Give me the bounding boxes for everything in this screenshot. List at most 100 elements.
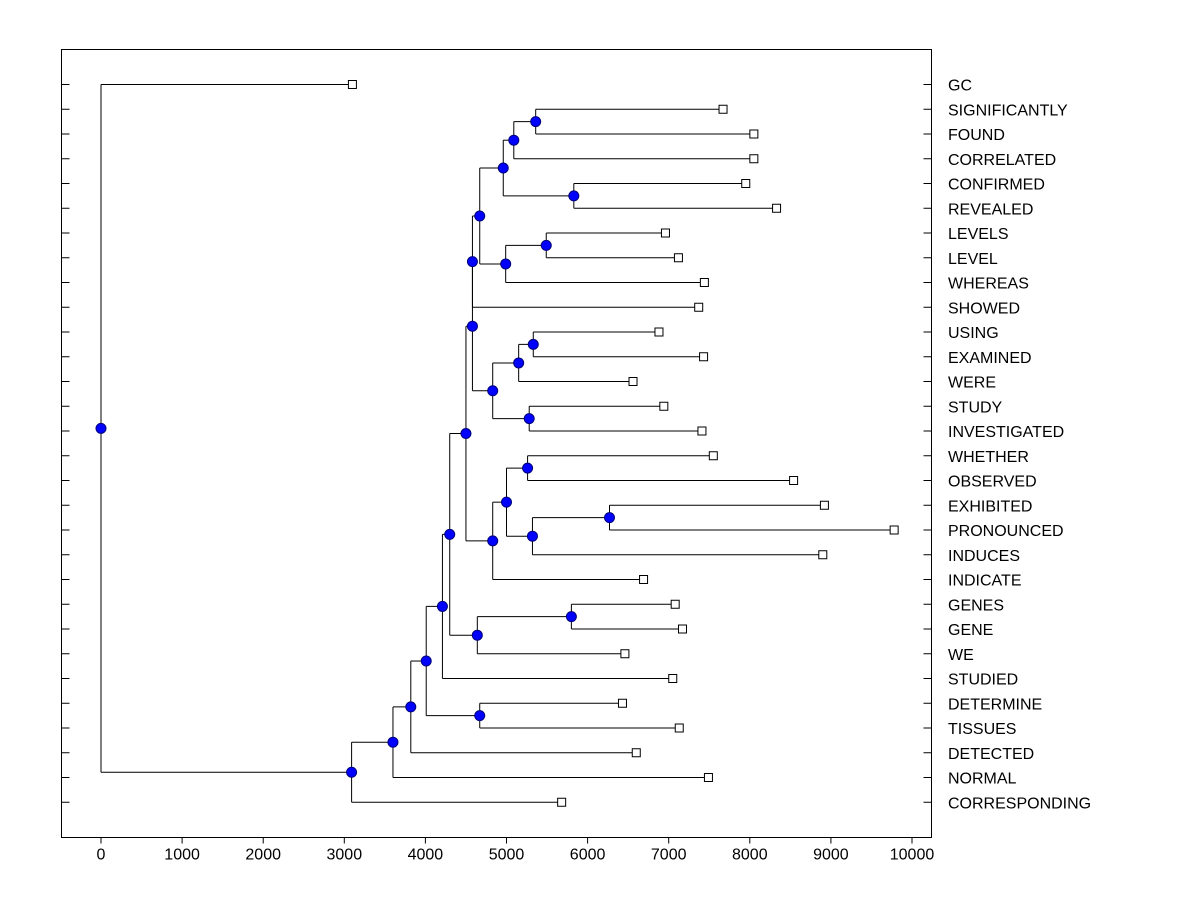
x-tick-label: 6000 — [570, 847, 606, 864]
leaf-marker — [660, 228, 670, 238]
leaf-label: REVEALED — [948, 201, 1033, 218]
x-tick-label: 5000 — [489, 847, 525, 864]
leaf-label: SIGNIFICANTLY — [948, 102, 1068, 119]
merge-node — [523, 413, 535, 425]
x-tick-label: 2000 — [245, 847, 281, 864]
leaf-marker — [703, 773, 713, 782]
leaf-marker — [819, 500, 829, 510]
leaf-label: WHEREAS — [948, 276, 1029, 293]
leaf-marker — [631, 748, 641, 758]
leaf-label: EXHIBITED — [948, 498, 1032, 515]
leaf-label: WERE — [948, 375, 996, 392]
merge-node — [497, 162, 509, 174]
leaf-label: STUDIED — [948, 672, 1018, 689]
leaf-label: WHETHER — [948, 449, 1029, 466]
x-tick-label: 3000 — [327, 847, 363, 864]
leaf-label: STUDY — [948, 399, 1003, 416]
merge-node — [444, 528, 456, 540]
merge-node — [501, 496, 512, 508]
leaf-label: EXAMINED — [948, 350, 1032, 367]
leaf-marker — [699, 278, 709, 287]
leaf-marker — [749, 129, 759, 139]
merge-node — [460, 428, 472, 440]
leaf-marker — [668, 674, 678, 683]
leaf-label: CORRELATED — [948, 152, 1056, 169]
merge-node — [405, 701, 417, 713]
leaf-label: GC — [948, 78, 972, 95]
leaf-label: NORMAL — [948, 771, 1017, 788]
leaf-marker — [639, 575, 649, 584]
leaf-label: PRONOUNCED — [948, 523, 1064, 540]
leaf-marker — [557, 797, 567, 807]
leaf-labels: GC SIGNIFICANTLY FOUND CORRELATED CONFIRMED R… — [948, 78, 1091, 813]
merge-node — [522, 462, 534, 474]
x-tick-label: 10000 — [890, 847, 935, 864]
leaf-label: LEVEL — [948, 251, 998, 268]
leaf-marker — [659, 401, 669, 411]
merge-node — [466, 320, 478, 332]
leaf-label: TISSUES — [948, 721, 1016, 738]
leaf-label: INDICATE — [948, 573, 1021, 590]
leaf-marker — [789, 476, 799, 485]
merge-node — [474, 210, 486, 222]
leaf-label: FOUND — [948, 127, 1005, 144]
leaf-label: DETERMINE — [948, 696, 1042, 713]
leaf-label: INDUCES — [948, 548, 1020, 565]
leaf-marker — [694, 302, 704, 312]
merge-node — [513, 357, 525, 369]
leaf-label: SHOWED — [948, 300, 1020, 317]
x-tick-label: 0 — [97, 847, 106, 864]
leaf-marker — [673, 253, 683, 263]
leaf-marker — [708, 451, 718, 461]
leaf-label: INVESTIGATED — [948, 424, 1064, 441]
leaf-marker — [818, 550, 828, 560]
merge-node — [487, 535, 499, 547]
merge-node — [487, 385, 499, 397]
merge-node — [346, 766, 358, 778]
merge-node — [420, 655, 432, 667]
leaf-marker — [617, 698, 627, 708]
leaf-marker — [697, 426, 707, 436]
plot-frame — [61, 49, 932, 838]
leaf-markers — [347, 80, 899, 807]
merge-node — [436, 600, 448, 612]
merge-node — [568, 190, 580, 202]
merge-node — [540, 239, 552, 251]
leaf-label: CONFIRMED — [948, 177, 1045, 194]
leaf-marker — [347, 80, 357, 89]
leaf-label: OBSERVED — [948, 474, 1037, 491]
merge-node — [474, 710, 486, 722]
leaf-label: CORRESPONDING — [948, 795, 1091, 812]
merge-node — [565, 611, 577, 623]
merge-node — [527, 338, 539, 350]
axis-ticks — [61, 84, 932, 844]
merge-node — [530, 116, 542, 128]
merge-node — [387, 736, 399, 748]
leaf-marker — [772, 203, 782, 213]
leaf-marker — [749, 154, 759, 164]
leaf-label: WE — [948, 647, 974, 664]
leaf-marker — [677, 624, 687, 634]
x-tick-label: 1000 — [164, 847, 200, 864]
x-tick-label: 4000 — [408, 847, 444, 864]
leaf-label: GENES — [948, 597, 1004, 614]
merge-node — [500, 258, 512, 270]
leaf-marker — [699, 352, 709, 362]
leaf-marker — [889, 525, 899, 535]
leaf-marker — [741, 179, 751, 188]
merge-node — [471, 629, 483, 641]
leaf-marker — [620, 649, 630, 659]
merge-node — [508, 134, 520, 146]
leaf-label: LEVELS — [948, 226, 1008, 243]
x-axis-labels: 0 1000 2000 3000 4000 5000 6000 7000 8000 9000 100… — [97, 847, 935, 864]
merge-node — [603, 512, 615, 524]
merge-node — [95, 422, 107, 434]
x-tick-label: 8000 — [732, 847, 768, 864]
leaf-marker — [674, 723, 684, 733]
leaf-label: GENE — [948, 622, 993, 639]
leaf-label: DETECTED — [948, 746, 1034, 763]
leaf-marker — [628, 377, 638, 386]
leaf-marker — [670, 599, 680, 609]
leaf-label: USING — [948, 325, 999, 342]
